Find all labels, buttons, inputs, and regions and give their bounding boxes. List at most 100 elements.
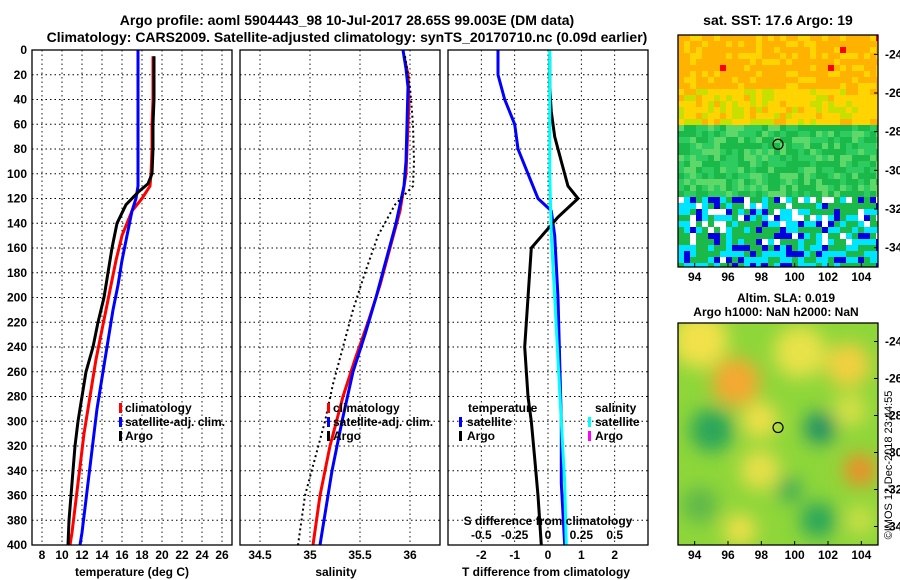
sst-cell [786, 239, 792, 245]
sst-map-title: sat. SST: 17.6 Argo: 19 [703, 12, 853, 28]
x-tick-label: 24 [195, 548, 209, 562]
sst-cell [870, 173, 876, 179]
sst-cell [786, 59, 792, 65]
sst-cell [720, 119, 726, 125]
sst-cell [798, 227, 804, 233]
sst-cell [828, 185, 834, 191]
sst-cell [690, 221, 696, 227]
sla-blob [678, 323, 728, 368]
sst-cell [768, 173, 774, 179]
sst-cell [756, 185, 762, 191]
sst-cell [828, 41, 834, 47]
sst-cell [744, 83, 750, 89]
sst-cell [858, 257, 864, 263]
sst-cell [732, 35, 738, 41]
sst-cell [738, 77, 744, 83]
sst-cell [774, 173, 780, 179]
sst-cell [870, 203, 876, 209]
sst-cell [810, 107, 816, 113]
sst-cell [750, 239, 756, 245]
sst-cell [732, 215, 738, 221]
sst-cell [684, 41, 690, 47]
sst-cell [780, 41, 786, 47]
sst-cell [792, 95, 798, 101]
sst-cell [828, 197, 834, 203]
series-line-climatology [311, 55, 411, 546]
sst-cell [750, 161, 756, 167]
sst-cell [792, 257, 798, 263]
sst-cell [744, 191, 750, 197]
salinity-grid [240, 49, 440, 546]
legend-salinity-title: salinity [595, 401, 637, 415]
sst-cell [834, 41, 840, 47]
sst-cell [834, 47, 840, 53]
sst-cell [876, 125, 878, 131]
sst-cell [732, 251, 738, 257]
sst-cell [738, 179, 744, 185]
sst-cell [840, 251, 846, 257]
sst-cell [822, 83, 828, 89]
sst-cell [816, 155, 822, 161]
sst-cell [834, 95, 840, 101]
sst-cell [780, 155, 786, 161]
sst-cell [744, 41, 750, 47]
sst-cell [756, 95, 762, 101]
sst-cell [834, 131, 840, 137]
sst-cell [786, 47, 792, 53]
sst-cell [816, 221, 822, 227]
sst-cell [744, 101, 750, 107]
sst-cell [792, 113, 798, 119]
sst-cell [756, 107, 762, 113]
sst-cell [780, 209, 786, 215]
sst-cell [864, 35, 870, 41]
sst-cell [828, 239, 834, 245]
sst-cell [720, 125, 726, 131]
sst-cell [678, 83, 684, 89]
sst-cell [708, 83, 714, 89]
sst-cell [750, 77, 756, 83]
sst-cell [696, 161, 702, 167]
sst-cell [762, 131, 768, 137]
sst-cell [822, 203, 828, 209]
sst-cell [786, 263, 792, 267]
sst-cell [828, 191, 834, 197]
sst-cell [678, 257, 684, 263]
sst-cell [762, 65, 768, 71]
sst-cell [720, 101, 726, 107]
sst-cell [756, 155, 762, 161]
sst-cell [726, 143, 732, 149]
x-tick-label: 26 [215, 548, 229, 562]
sst-cell [738, 233, 744, 239]
sst-cell [876, 209, 878, 215]
sst-cell [858, 233, 864, 239]
sst-cell [702, 215, 708, 221]
sst-cell [852, 227, 858, 233]
sst-cell [678, 179, 684, 185]
sst-cell [678, 77, 684, 83]
sst-cell [786, 113, 792, 119]
sst-cell [840, 239, 846, 245]
sst-cell [840, 221, 846, 227]
map-lat-label: -32 [885, 483, 900, 497]
sst-cell [678, 149, 684, 155]
sst-cell [696, 41, 702, 47]
sst-cell [840, 107, 846, 113]
sst-cell [702, 245, 708, 251]
sst-cell [828, 71, 834, 77]
sst-cell [816, 119, 822, 125]
sst-cell [702, 167, 708, 173]
sla-blob [844, 454, 876, 486]
sst-cell [870, 161, 876, 167]
sst-cell [780, 35, 786, 41]
sst-cell [726, 257, 732, 263]
sst-cell [786, 245, 792, 251]
sst-cell [762, 209, 768, 215]
map-lat-label: -34 [885, 520, 900, 534]
sla-map-ticks: 94 96 98 100 102 104 -24 -26 -28 -30 -32 -34 [688, 335, 900, 563]
sst-cell [744, 47, 750, 53]
sst-cell [768, 221, 774, 227]
sst-cell [840, 185, 846, 191]
sst-cell [726, 77, 732, 83]
sst-cell [822, 245, 828, 251]
difference-legend: temperature satellite Argo salinity sate… [459, 401, 640, 443]
